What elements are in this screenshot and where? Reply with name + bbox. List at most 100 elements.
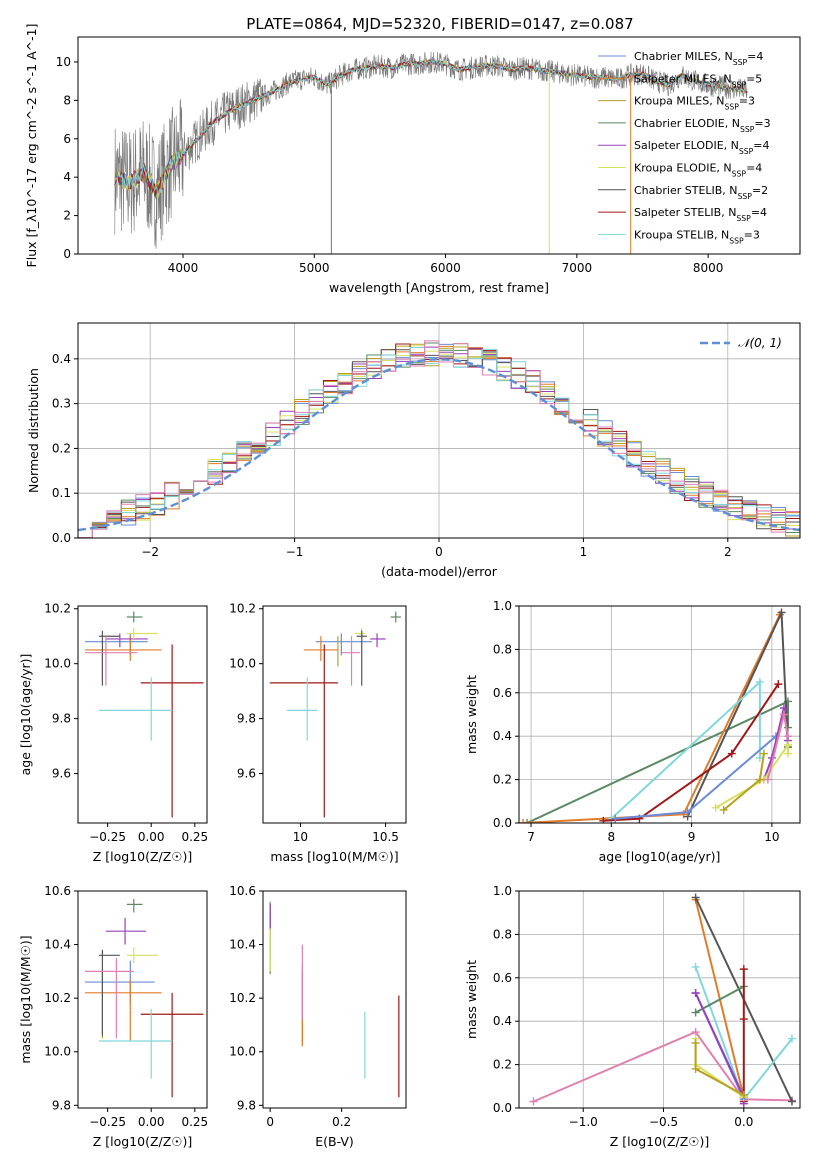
mass_Z-ylabel: mass [log10(M/M☉)]: [18, 935, 33, 1063]
spectrum-xtick-label: 8000: [693, 261, 724, 275]
spectrum-ytick-label: 0: [63, 247, 71, 261]
age_Z-xtick-label: 0.00: [138, 830, 165, 844]
mass_ebv-axes: 0 0.2 9.8 10.0 10.2 10.4 10.6 E(B-V): [229, 884, 407, 1149]
errorbar-extra-pink: [84, 957, 134, 1039]
spectrum-xtick-label: 4000: [168, 261, 199, 275]
weight_age-ytick-label: 0.8: [493, 642, 512, 656]
errorbar-chabrier-elodie: [126, 611, 143, 623]
errorbar-kroupa-stelib: [98, 1008, 173, 1079]
errorbar-extra-pink: [84, 636, 138, 686]
weight-marker-salpeter-stelib: [774, 680, 783, 689]
residuals-xtick-label: 1: [580, 545, 588, 559]
weight-marker-kroupa-stelib: [691, 962, 700, 971]
errorbar-chabrier-miles: [315, 633, 372, 656]
weight-marker-salpeter-stelib: [739, 1015, 748, 1024]
errorbar-chabrier-stelib: [98, 630, 120, 686]
errorbar-salpeter-stelib: [140, 992, 204, 1098]
weight-marker-chabrier-stelib: [691, 893, 700, 902]
mass-vs-metallicity-panel: −0.25 0.00 0.25 9.8 10.0 10.2 10.4 10.6 Z [log10…: [18, 884, 208, 1149]
errorbar-chabrier-miles: [84, 960, 155, 1004]
weight_age-ytick-label: 0.2: [493, 773, 512, 787]
mass_Z-frame: [77, 890, 208, 1109]
residuals-axes: −2 −1 0 1 2 0.0 0.1 0.2 0.3 0.4 (data-model)/error…: [26, 322, 801, 579]
errorbar-chabrier-elodie: [126, 899, 143, 913]
errorbar-chabrier-stelib: [98, 949, 120, 1036]
weight-marker-salpeter-stelib: [739, 965, 748, 974]
legend-label-chabrier-miles: Chabrier MILES, NSSP=4: [634, 50, 763, 67]
weight-marker-salpeter-elodie: [691, 988, 700, 997]
residuals-ytick-label: 0.1: [52, 486, 71, 500]
spectrum-plot-area: [114, 51, 748, 254]
mass_Z-axes: −0.25 0.00 0.25 9.8 10.0 10.2 10.4 10.6 Z [log10…: [18, 884, 208, 1149]
errorbar-salpeter-elodie: [370, 633, 386, 648]
residuals-ytick-label: 0.4: [52, 352, 71, 366]
age_mass-ytick-label: 10.2: [229, 602, 256, 616]
weight_Z-xtick-label: 0.0: [734, 1115, 753, 1129]
mass_Z-xlabel: Z [log10(Z/Z☉)]: [93, 1134, 193, 1149]
age_Z-xtick-label: −0.25: [89, 830, 126, 844]
age-vs-metallicity-panel: −0.25 0.00 0.25 9.6 9.8 10.0 10.2 Z [log10(Z/Z☉…: [18, 602, 208, 864]
age_mass-axes: 10 10.5 9.6 9.8 10.0 10.2 mass [log10(M/M☉)]: [229, 602, 407, 864]
age_mass-ytick-label: 9.8: [237, 712, 256, 726]
figure-title: PLATE=0864, MJD=52320, FIBERID=0147, z=0…: [246, 15, 633, 33]
weight_Z-ytick-label: 0.2: [493, 1058, 512, 1072]
weight-marker-salpeter-miles: [519, 819, 528, 823]
spectrum-ytick-label: 4: [63, 170, 71, 184]
mass_Z-ytick-label: 9.8: [52, 1098, 71, 1112]
spectrum-xtick-label: 6000: [430, 261, 461, 275]
mass_Z-xtick-label: 0.00: [138, 1115, 165, 1129]
weight_age-ytick-label: 0.6: [493, 686, 512, 700]
errorbar-salpeter-miles: [303, 636, 338, 661]
spectrum-axes: 4000 5000 6000 7000 8000 0 2 4 6 8 10 wavelength [A…: [24, 24, 801, 295]
age_Z-plot-area: [84, 611, 204, 818]
mass_Z-xtick-label: −0.25: [89, 1115, 126, 1129]
age_Z-ytick-label: 9.6: [52, 767, 71, 781]
weight_Z-axes: −1.0 −0.5 0.0 0.0 0.2 0.4 0.6 0.8 1.0 Z [log10(Z/…: [464, 884, 801, 1149]
weight_Z-ytick-label: 0.0: [493, 1101, 512, 1115]
spectrum-xlabel: wavelength [Angstrom, rest frame]: [329, 280, 549, 295]
residuals-panel: −2 −1 0 1 2 0.0 0.1 0.2 0.3 0.4 (data-model)/error…: [26, 322, 801, 579]
age_mass-plot-area: [269, 611, 401, 818]
age_Z-xlabel: Z [log10(Z/Z☉)]: [93, 849, 193, 864]
mass_ebv-ytick-label: 10.0: [229, 1045, 256, 1059]
weight_age-ytick-label: 0.0: [493, 816, 512, 830]
spectrum-xtick-label: 7000: [562, 261, 593, 275]
errorbar-salpeter-elodie: [105, 917, 146, 945]
weight-marker-kroupa-stelib: [787, 1034, 796, 1043]
age_Z-ytick-label: 10.2: [44, 602, 71, 616]
weight_Z-ytick-label: 1.0: [493, 884, 512, 898]
spectrum-ytick-label: 2: [63, 209, 71, 223]
errorbar-chabrier-stelib: [356, 630, 367, 686]
spectrum-model-kroupa-stelib: [114, 59, 748, 198]
residuals-ytick-label: 0.3: [52, 397, 71, 411]
histogram-extra-pink: [78, 340, 800, 538]
residuals-plot-area: [78, 340, 800, 538]
residuals-xlabel: (data-model)/error: [381, 564, 498, 579]
weight_Z-xlabel: Z [log10(Z/Z☉)]: [610, 1134, 710, 1149]
mass_ebv-ytick-label: 10.2: [229, 991, 256, 1005]
weight-marker-chabrier-elodie: [691, 1008, 700, 1017]
age_Z-ylabel: age [log10(age/yr)]: [18, 654, 33, 776]
legend-label-chabrier-stelib: Chabrier STELIB, NSSP=2: [634, 184, 768, 201]
errorbar-salpeter-miles: [84, 979, 162, 1042]
residuals-ytick-label: 0.0: [52, 531, 71, 545]
age_Z-ytick-label: 10.0: [44, 657, 71, 671]
mass_ebv-plot-area: [269, 901, 400, 1098]
errorbar-kroupa-stelib: [98, 677, 173, 741]
weight_age-xtick-label: 9: [688, 830, 696, 844]
residuals-xtick-label: −1: [286, 545, 304, 559]
errorbar-kroupa-elodie: [126, 947, 159, 964]
weight-marker-kroupa-stelib: [755, 677, 764, 686]
weight-marker-kroupa-elodie: [783, 740, 792, 749]
weight-marker-kroupa-elodie: [711, 803, 720, 812]
mass_ebv-ytick-label: 9.8: [237, 1098, 256, 1112]
mass_ebv-xtick-label: 0.2: [332, 1115, 351, 1129]
age_mass-xtick-label: 10.5: [372, 830, 399, 844]
weight_age-frame: [518, 605, 801, 824]
residuals-legend: 𝒩(0, 1): [700, 336, 782, 350]
legend-label-chabrier-elodie: Chabrier ELODIE, NSSP=3: [634, 117, 771, 133]
weight-line-chabrier-stelib: [686, 612, 789, 817]
weight_age-xtick-label: 8: [608, 830, 616, 844]
errorbar-salpeter-elodie: [105, 633, 148, 648]
